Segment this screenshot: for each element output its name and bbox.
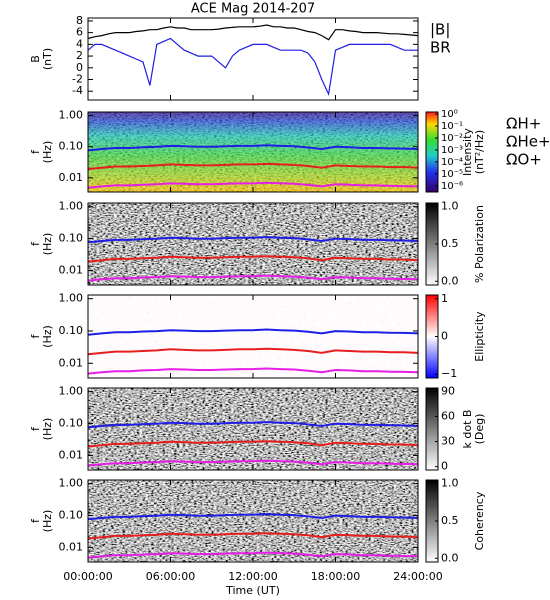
colorbar-label: % Polarization [473, 205, 486, 283]
y-axis-label: (Hz) [41, 233, 54, 256]
colorbar-tick-label: 30 [441, 435, 455, 448]
y-tick-label: 0.01 [59, 263, 84, 276]
gyrofrequency-line [87, 459, 419, 467]
colorbar-tick-label: 10⁻³ [441, 145, 463, 156]
legend-entry: ΩH+ [506, 115, 541, 133]
colorbar-tick-label: 0 [441, 330, 448, 343]
x-tick-label: 18:00:00 [311, 570, 360, 583]
colorbar-tick-label: 10⁻⁵ [441, 169, 463, 180]
gyrofrequency-line [87, 367, 419, 375]
gyrofrequency-line [87, 255, 419, 263]
y-tick-label: 0.10 [59, 417, 84, 430]
y-tick-label: 0.01 [59, 171, 84, 184]
colorbar [425, 387, 439, 471]
colorbar-label: Ellipticity [473, 311, 486, 362]
legend-entry: |B| [430, 21, 450, 39]
line-series [87, 24, 419, 41]
gyrofrequency-line [87, 551, 419, 559]
colorbar-label: (nT²/Hz) [473, 130, 486, 174]
y-tick-label: -2 [72, 73, 83, 86]
colorbar-tick-label: 10⁻⁴ [441, 157, 463, 168]
y-tick-label: 0.10 [59, 140, 84, 153]
y-axis-label: (nT) [41, 48, 54, 70]
y-axis-label: f [29, 333, 42, 338]
y-tick-label: 0.10 [59, 509, 84, 522]
y-tick-label: 0.01 [59, 356, 84, 369]
colorbar-label: Coherency [473, 491, 486, 550]
y-tick-label: 1.00 [59, 109, 84, 122]
gyrofrequency-line [87, 421, 419, 429]
gyrofrequency-line [87, 144, 419, 152]
colorbar-tick-label: 0.5 [441, 237, 459, 250]
y-axis-label: (Hz) [41, 325, 54, 348]
y-tick-label: 1.00 [59, 200, 84, 213]
spectrogram-background [88, 295, 418, 378]
colorbar-tick-label: −1 [441, 367, 457, 380]
colorbar-tick-label: 1 [441, 292, 448, 305]
colorbar-tick-label: 90 [441, 384, 455, 397]
legend-entry: BR [430, 39, 451, 57]
spectrogram-background [88, 480, 418, 562]
colorbar [425, 111, 439, 193]
gyrofrequency-line [87, 236, 419, 244]
colorbar-tick-label: 10⁻¹ [441, 121, 463, 132]
y-tick-label: 8 [76, 14, 83, 27]
y-tick-label: 6 [76, 26, 83, 39]
y-tick-label: 0.10 [59, 232, 84, 245]
colorbar-tick-label: 1.0 [441, 477, 459, 490]
y-tick-label: 0.01 [59, 448, 84, 461]
colorbar-tick-label: 1.0 [441, 200, 459, 213]
x-axis-label: Time (UT) [225, 584, 280, 597]
colorbar-tick-label: 60 [441, 409, 455, 422]
x-tick-label: 24:00:00 [393, 570, 442, 583]
y-axis-label: B [29, 55, 42, 63]
spectrogram-texture [88, 112, 418, 192]
gyrofrequency-line [87, 532, 419, 540]
y-axis-label: (Hz) [41, 418, 54, 441]
gyrofrequency-line [87, 513, 419, 521]
gyrofrequency-line [87, 162, 419, 171]
colorbar-tick-label: 10⁻⁶ [441, 181, 463, 192]
spectrogram-background [88, 388, 418, 470]
y-tick-label: 0.01 [59, 540, 84, 553]
gyrofrequency-line [87, 328, 419, 336]
colorbar-tick-label: 0 [441, 460, 448, 473]
gyrofrequency-line [87, 274, 419, 282]
y-tick-label: -4 [72, 84, 83, 97]
gyrofrequency-line [87, 440, 419, 448]
gyrofrequency-line [87, 347, 419, 356]
y-axis-label: f [29, 149, 42, 154]
legend-entry: ΩHe+ [506, 133, 550, 151]
y-axis-label: (Hz) [41, 141, 54, 164]
colorbar-tick-label: 0.0 [441, 551, 459, 564]
colorbar-label: (Deg) [473, 414, 486, 445]
y-axis-label: (Hz) [41, 510, 54, 533]
x-tick-label: 12:00:00 [228, 570, 277, 583]
y-axis-label: f [29, 518, 42, 523]
y-axis-label: f [29, 241, 42, 246]
x-tick-label: 00:00:00 [63, 570, 112, 583]
y-tick-label: 4 [76, 37, 83, 50]
y-tick-label: 1.00 [59, 477, 84, 490]
colorbar-tick-label: 0.0 [441, 274, 459, 287]
y-tick-label: 2 [76, 49, 83, 62]
spectrogram-background [88, 203, 418, 285]
colorbar-tick-label: 10⁻² [441, 133, 463, 144]
x-tick-label: 06:00:00 [146, 570, 195, 583]
y-tick-label: 0 [76, 61, 83, 74]
y-axis-label: f [29, 426, 42, 431]
colorbar-tick-label: 10⁰ [441, 109, 458, 120]
y-tick-label: 0.10 [59, 324, 84, 337]
y-tick-label: 1.00 [59, 292, 84, 305]
y-tick-label: 1.00 [59, 385, 84, 398]
chart-title: ACE Mag 2014-207 [191, 2, 315, 17]
line-series [87, 37, 418, 97]
legend-entry: ΩO+ [506, 151, 542, 169]
colorbar-tick-label: 0.5 [441, 514, 459, 527]
gyrofrequency-line [87, 181, 419, 189]
colorbar-label: k dot B [461, 410, 474, 449]
colorbar-label: Intensity [461, 128, 474, 176]
